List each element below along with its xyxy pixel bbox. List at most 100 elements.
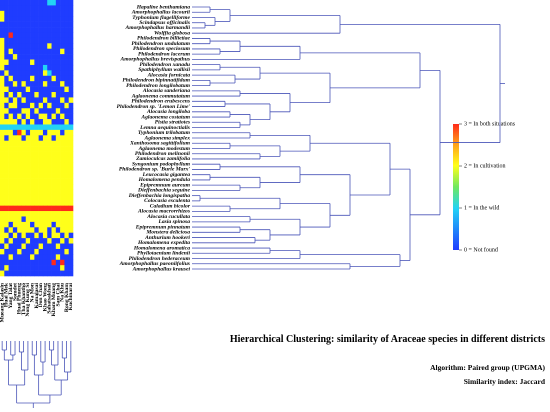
heatmap-cell — [42, 248, 48, 255]
heatmap-cell — [30, 86, 35, 93]
heatmap-cell — [51, 16, 57, 22]
heatmap-cell — [0, 243, 5, 250]
heatmap-cell — [38, 59, 44, 66]
heatmap-cell — [47, 59, 52, 66]
heatmap-cell — [17, 113, 22, 120]
species-label: Lasia spinosa — [157, 219, 190, 225]
heatmap-cell — [30, 156, 35, 163]
heatmap-cell — [8, 167, 14, 174]
heatmap-cell — [38, 221, 44, 228]
species-label: Aglaonema simplex — [143, 135, 190, 141]
heatmap-cell — [38, 43, 44, 50]
heatmap-cell — [60, 254, 65, 261]
heatmap-cell — [0, 86, 5, 93]
heatmap-cell — [34, 32, 39, 39]
heatmap-cell — [60, 119, 65, 125]
heatmap-cell — [12, 248, 18, 255]
heatmap-cell — [60, 243, 65, 250]
heatmap-cell — [8, 129, 14, 136]
heatmap-cell — [25, 86, 31, 93]
heatmap-cell — [47, 27, 52, 33]
heatmap-cell — [38, 10, 44, 17]
heatmap-cell — [68, 189, 74, 196]
heatmap-cell — [68, 81, 74, 87]
heatmap-cell — [12, 135, 18, 142]
heatmap-cell — [25, 21, 31, 28]
heatmap-cell — [42, 194, 48, 201]
heatmap-cell — [17, 92, 22, 98]
heatmap-cell — [64, 92, 70, 98]
heatmap-cell — [8, 64, 14, 71]
heatmap-cell — [42, 81, 48, 87]
heatmap-cell — [55, 178, 61, 185]
heatmap-cell — [64, 243, 70, 250]
heatmap-cell — [68, 119, 74, 125]
heatmap-cell — [60, 216, 65, 223]
heatmap-cell — [21, 184, 27, 190]
heatmap-cell — [0, 32, 5, 39]
heatmap-cell — [38, 205, 44, 212]
heatmap-cell — [0, 0, 5, 6]
heatmap-cell — [30, 102, 35, 109]
heatmap-cell — [60, 205, 65, 212]
heatmap-cell — [51, 10, 57, 17]
heatmap-cell — [0, 129, 5, 136]
heatmap-cell — [64, 254, 70, 261]
heatmap-cell — [64, 270, 70, 277]
heatmap-cell — [68, 243, 74, 250]
heatmap-cell — [55, 70, 61, 77]
heatmap-cell — [55, 37, 61, 44]
heatmap-cell — [38, 54, 44, 60]
heatmap-cell — [68, 156, 74, 163]
heatmap-cell — [42, 173, 48, 179]
heatmap-cell — [34, 108, 39, 114]
heatmap-cell — [42, 48, 48, 55]
heatmap-cell — [4, 232, 9, 239]
heatmap-cell — [38, 227, 44, 234]
heatmap-cell — [64, 200, 70, 206]
heatmap-cell — [42, 27, 48, 33]
heatmap-cell — [17, 21, 22, 28]
heatmap-cell — [64, 248, 70, 255]
heatmap-cell — [64, 75, 70, 82]
heatmap-cell — [4, 16, 9, 22]
heatmap-cell — [47, 86, 52, 93]
heatmap-cell — [55, 189, 61, 196]
heatmap-cell — [34, 81, 39, 87]
heatmap-cell — [0, 146, 5, 152]
heatmap-cell — [8, 97, 14, 104]
heatmap-cell — [60, 248, 65, 255]
heatmap-cell — [68, 184, 74, 190]
heatmap-cell — [0, 265, 5, 271]
heatmap-cell — [42, 86, 48, 93]
heatmap-cell — [0, 119, 5, 125]
heatmap-cell — [4, 97, 9, 104]
species-label: Homalomena aromatica — [133, 245, 190, 251]
heatmap-cell — [4, 54, 9, 60]
heatmap-cell — [12, 10, 18, 17]
heatmap-cell — [68, 135, 74, 142]
heatmap-cell — [21, 37, 27, 44]
heatmap-cell — [17, 162, 22, 169]
heatmap-cell — [68, 108, 74, 114]
heatmap-cell — [17, 124, 22, 131]
district-label: Rong Kham — [64, 283, 70, 312]
species-label: Philodendron bipinnatifidum — [122, 78, 190, 84]
heatmap-cell — [64, 259, 70, 266]
species-label: Amorphophallus krausei — [132, 266, 191, 272]
heatmap-cell — [8, 16, 14, 22]
heatmap-cell — [60, 270, 65, 277]
heatmap-cell — [21, 43, 27, 50]
heatmap-cell — [38, 151, 44, 158]
heatmap-cell — [0, 238, 5, 244]
species-label: Homalomena pendula — [138, 177, 191, 183]
heatmap-cell — [0, 270, 5, 277]
heatmap-cell — [21, 200, 27, 206]
heatmap-cell — [47, 32, 52, 39]
species-label: Alocasia fornicata — [147, 72, 191, 78]
heatmap-cell — [55, 43, 61, 50]
species-label: Aglaonema commutatum — [131, 93, 191, 99]
heatmap-cell — [60, 162, 65, 169]
heatmap-cell — [42, 64, 48, 71]
heatmap-cell — [25, 43, 31, 50]
